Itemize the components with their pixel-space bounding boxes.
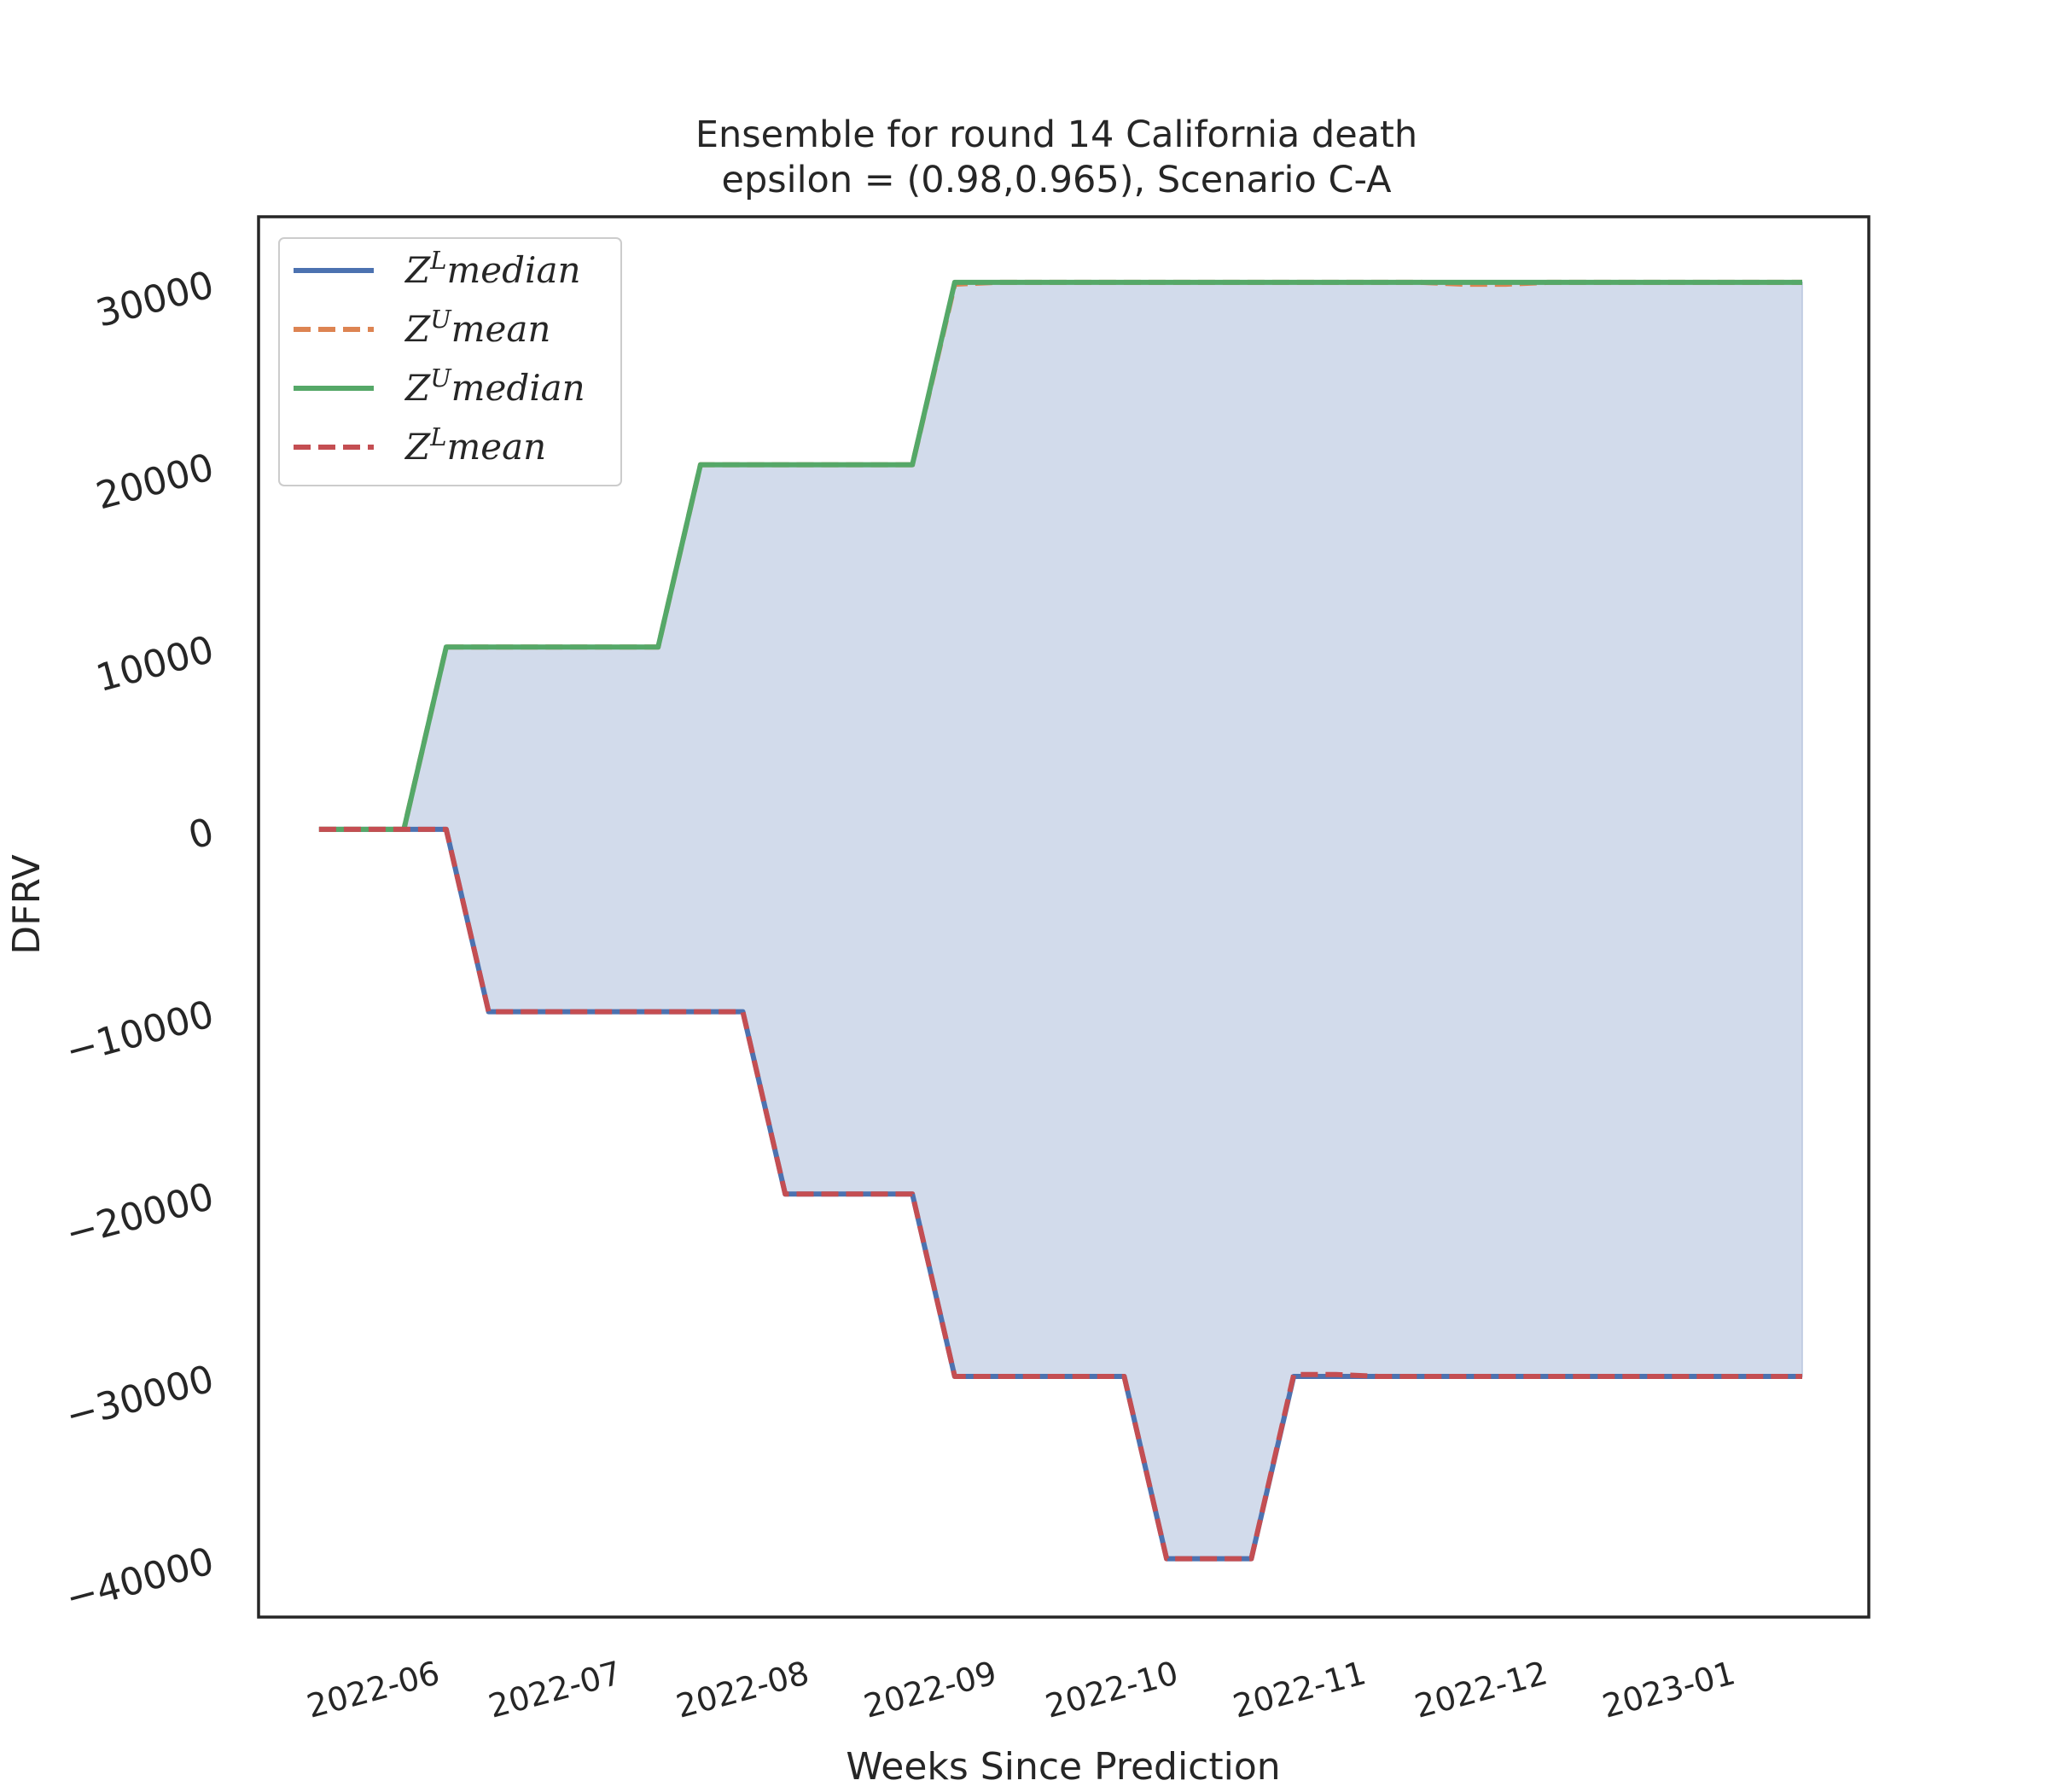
x-tick-label: 2022-06 [303, 1654, 444, 1725]
legend-box [278, 237, 622, 486]
legend-label: ZUmean [404, 305, 550, 350]
y-tick-label: 30000 [91, 263, 218, 335]
chart-title: Ensemble for round 14 California death [695, 113, 1417, 156]
legend-label: ZLmedian [404, 246, 581, 291]
plot-frame [257, 215, 1871, 1619]
x-axis-ticks: 2022-06 2022-07 2022-08 2022-09 2022-10 2022-… [303, 1654, 1739, 1725]
series-line-z-l-mean [318, 826, 1802, 1562]
x-tick-label: 2022-11 [1229, 1654, 1370, 1725]
y-tick-label: −30000 [61, 1357, 218, 1438]
x-tick-label: 2023-01 [1598, 1654, 1739, 1725]
y-tick-label: −40000 [61, 1539, 218, 1620]
legend-label: ZUmedian [404, 364, 585, 409]
y-tick-label: 0 [184, 810, 218, 858]
y-axis-ticks: 30000 20000 10000 0 −10000 −20000 −30000 −40000 [61, 263, 218, 1620]
y-tick-label: −10000 [61, 992, 218, 1073]
y-tick-label: 20000 [91, 445, 218, 518]
x-tick-label: 2022-09 [860, 1654, 1001, 1725]
legend-label: ZLmean [404, 422, 546, 468]
y-tick-label: −20000 [61, 1175, 218, 1256]
plot-area [318, 279, 1803, 1562]
x-tick-label: 2022-10 [1041, 1654, 1182, 1725]
x-tick-label: 2022-07 [485, 1654, 625, 1725]
x-tick-label: 2022-12 [1411, 1654, 1551, 1725]
x-tick-label: 2022-08 [672, 1654, 813, 1725]
chart-subtitle: epsilon = (0.98,0.965), Scenario C-A [722, 159, 1393, 201]
y-axis-label: DFRV [5, 854, 49, 954]
y-tick-label: 10000 [91, 628, 218, 701]
legend: ZLmedian ZUmean ZUmedian ZLmean [278, 237, 622, 486]
series-line-z-u-median [318, 279, 1802, 832]
x-axis-label: Weeks Since Prediction [846, 1745, 1280, 1789]
